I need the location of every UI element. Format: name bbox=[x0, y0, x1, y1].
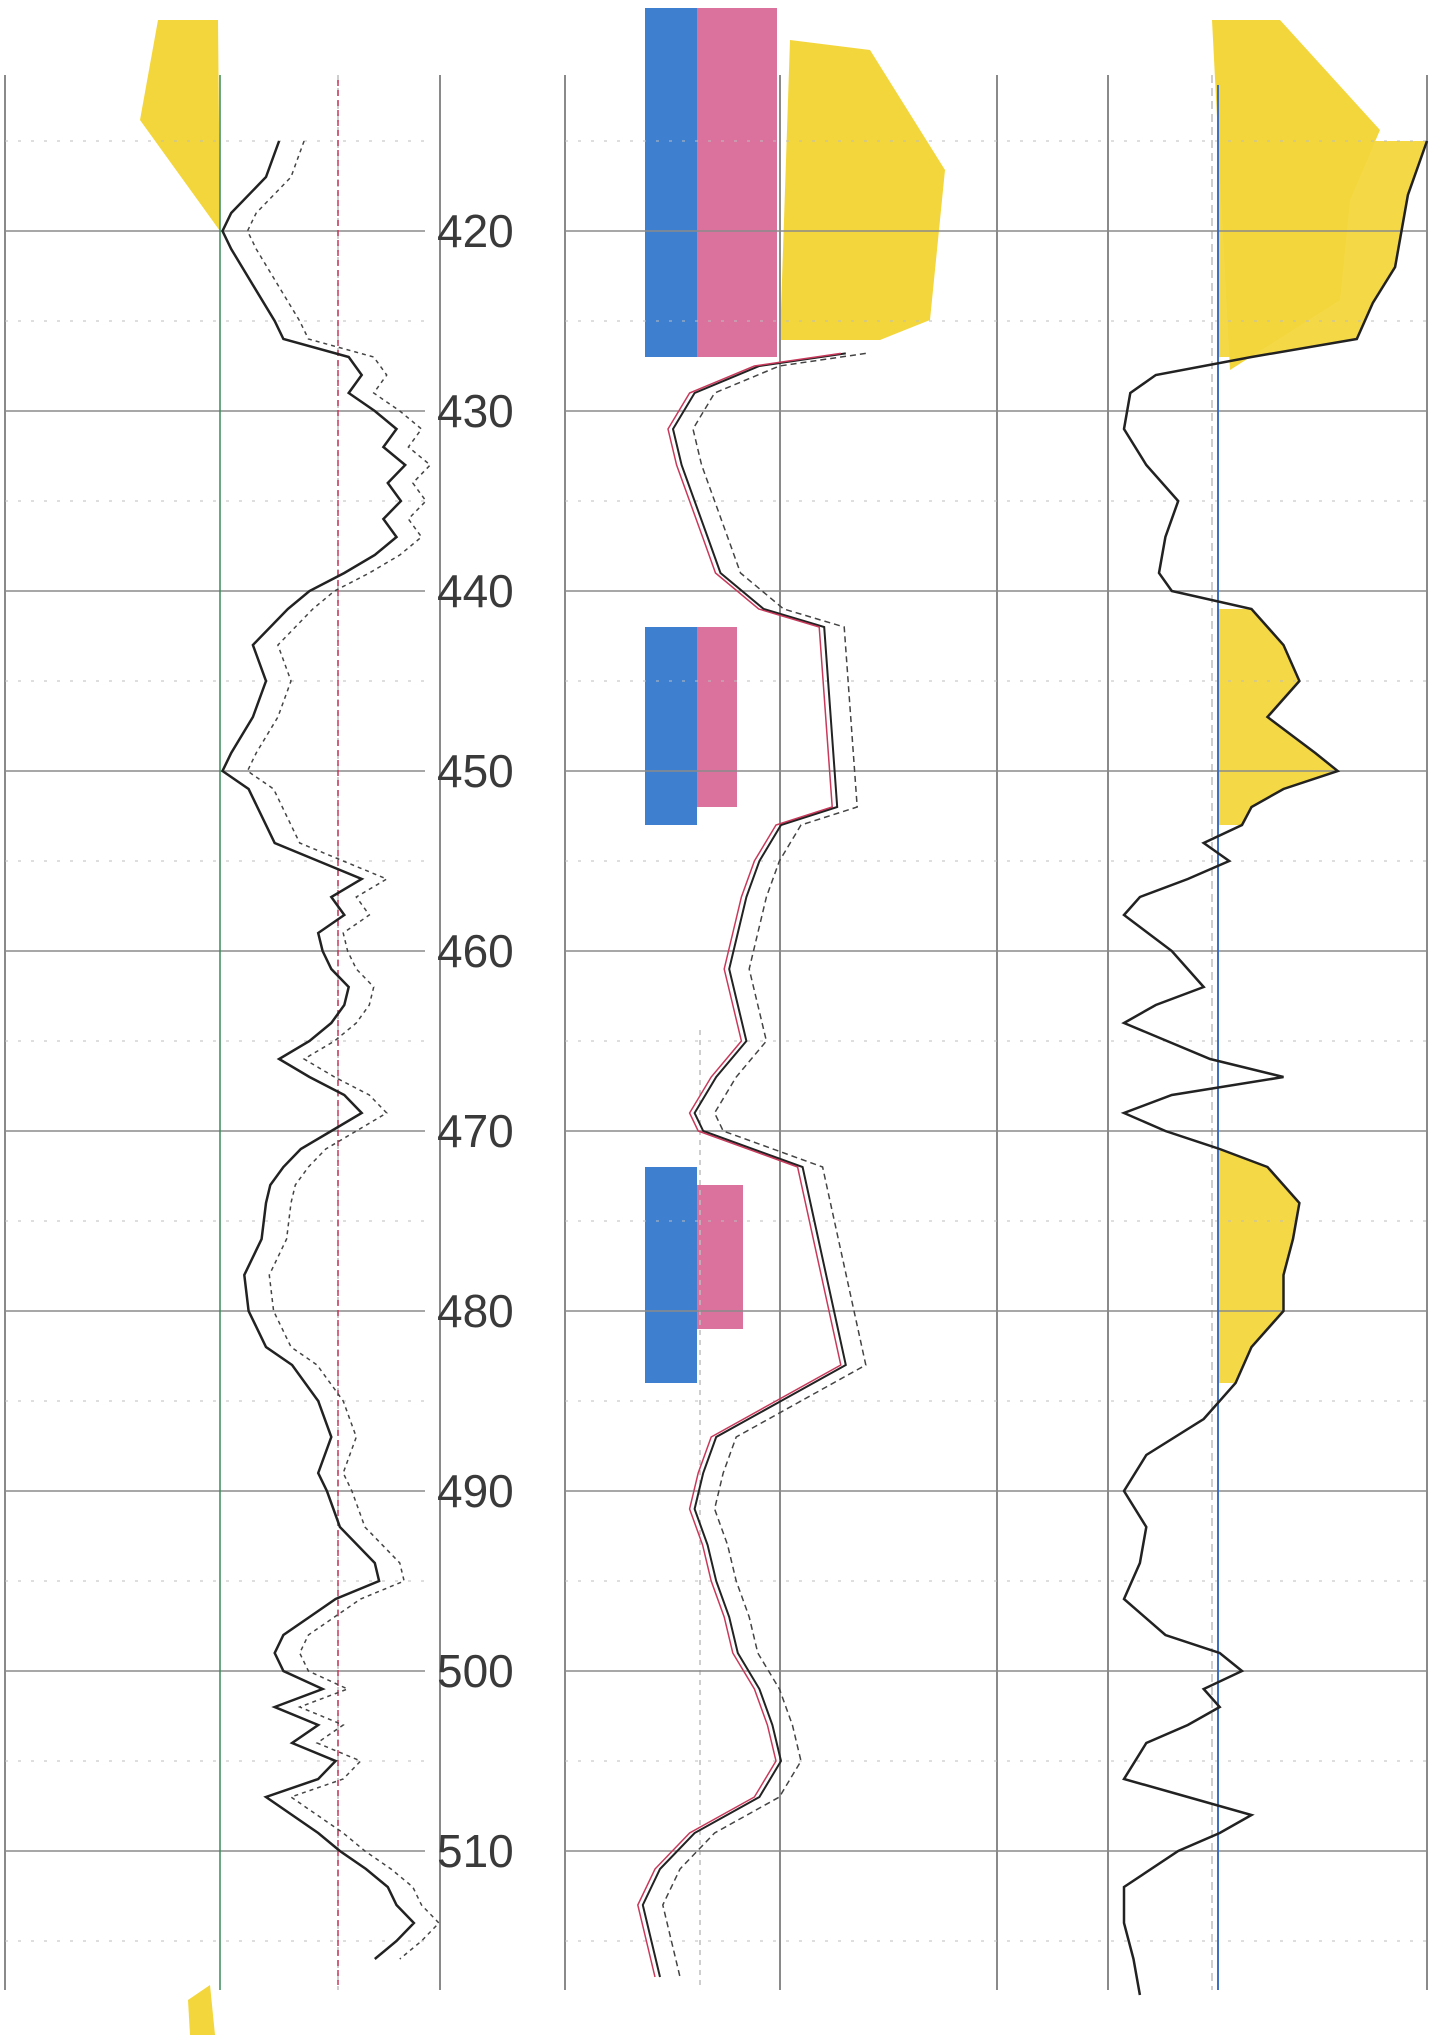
log-curves bbox=[219, 75, 1429, 1996]
track3-curve bbox=[641, 352, 847, 1978]
track3-red-curve bbox=[637, 352, 842, 1978]
depth-label-510: 510 bbox=[437, 1825, 514, 1877]
depth-label-470: 470 bbox=[437, 1105, 514, 1157]
pink-interval-2 bbox=[697, 1185, 743, 1329]
track1-sand-bottom bbox=[188, 1985, 215, 2035]
depth-label-430: 430 bbox=[437, 385, 514, 437]
track4-sand-top bbox=[1212, 20, 1380, 370]
blue-interval-2 bbox=[645, 1167, 697, 1383]
track3-dashed-curve bbox=[662, 352, 867, 1978]
grid-lines bbox=[4, 75, 1428, 1990]
color-interval-fills bbox=[645, 8, 777, 1383]
pink-interval-0 bbox=[697, 8, 777, 357]
track1-curve bbox=[220, 140, 416, 1960]
track1-dashed-curve bbox=[246, 140, 440, 1960]
sand-fill-areas bbox=[140, 20, 1427, 2035]
blue-interval-1 bbox=[645, 627, 697, 825]
blue-interval-0 bbox=[645, 8, 697, 357]
depth-label-450: 450 bbox=[437, 745, 514, 797]
track3-sand-top bbox=[780, 40, 945, 340]
depth-label-420: 420 bbox=[437, 205, 514, 257]
track4-sand-fill-2 bbox=[1218, 1149, 1300, 1383]
track1-sand-top bbox=[140, 20, 220, 231]
depth-label-480: 480 bbox=[437, 1285, 514, 1337]
depth-label-460: 460 bbox=[437, 925, 514, 977]
pink-interval-1 bbox=[697, 627, 737, 807]
depth-label-500: 500 bbox=[437, 1645, 514, 1697]
track4-curve bbox=[1120, 140, 1429, 1996]
depth-axis-labels: 420 430 440 450 460 470 480 490 500 510 bbox=[437, 205, 514, 1877]
depth-label-440: 440 bbox=[437, 565, 514, 617]
depth-label-490: 490 bbox=[437, 1465, 514, 1517]
